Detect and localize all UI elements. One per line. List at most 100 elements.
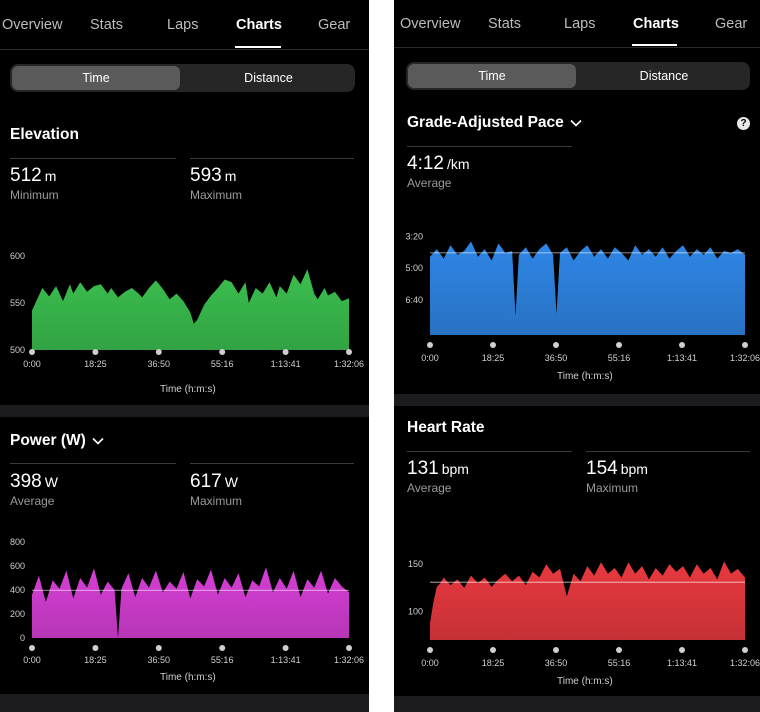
power-x-tick-label: 36:50	[148, 655, 171, 665]
stat-divider	[10, 463, 176, 464]
distance-segment-button[interactable]: Distance	[244, 71, 293, 85]
grade-adjusted-pace-y-tick-label: 5:00	[405, 263, 423, 273]
active-tab-indicator	[235, 46, 281, 48]
heart-average-unit: bpm	[441, 461, 469, 477]
elevation-chart[interactable]: 500 550 600 0:00 18:25 36:50 55:16 1:13:41 1:32:…	[0, 250, 369, 375]
elevation-max-label: Maximum	[190, 188, 243, 202]
power-x-axis-title: Time (h:m:s)	[160, 672, 216, 683]
grade-adjusted-pace-x-tick-dot	[742, 342, 748, 348]
elevation-area	[32, 269, 349, 350]
heart-average-label: Average	[407, 481, 452, 495]
grade-adjusted-pace-x-tick-label: 0:00	[421, 353, 439, 363]
elevation-x-tick-label: 0:00	[23, 359, 41, 369]
heart-rate-x-tick-label: 0:00	[421, 658, 439, 668]
elevation-title-text: Elevation	[10, 126, 79, 143]
power-x-tick-label: 1:13:41	[271, 655, 301, 665]
heart-x-axis-title: Time (h:m:s)	[557, 676, 613, 687]
section-separator	[394, 696, 760, 712]
time-segment-button[interactable]: Time	[12, 66, 180, 90]
power-x-tick-dot	[29, 645, 35, 651]
pace-chart[interactable]: 3:20 5:00 6:40 0:00 18:25 36:50 55:16 1:13:41 1:…	[394, 225, 760, 365]
heart-rate-x-tick-label: 1:13:41	[667, 658, 697, 668]
heart-rate-x-tick-label: 36:50	[545, 658, 568, 668]
power-x-tick-dot	[155, 645, 162, 651]
tab-gear[interactable]: Gear	[318, 17, 351, 33]
right-screen: Overview Stats Laps Charts Gear Time Dis…	[394, 0, 760, 712]
tab-stats[interactable]: Stats	[488, 16, 522, 32]
pace-average-value: 4:12/km	[407, 153, 470, 175]
heart-average-number: 131	[407, 458, 439, 479]
elevation-min-value: 512 m	[10, 165, 56, 187]
grade-adjusted-pace-y-tick-label: 6:40	[405, 295, 423, 305]
power-x-tick-dot	[219, 645, 226, 651]
question-circle-icon[interactable]: ?	[737, 117, 750, 130]
heart-average-value: 131 bpm	[407, 458, 469, 480]
power-average-value: 398 W	[10, 471, 58, 493]
power-max-unit: W	[224, 474, 238, 490]
tab-gear[interactable]: Gear	[715, 16, 748, 32]
grade-adjusted-pace-area	[430, 241, 745, 335]
heart-max-label: Maximum	[586, 481, 639, 495]
grade-adjusted-pace-x-tick-label: 55:16	[608, 353, 631, 363]
power-area	[32, 567, 349, 638]
tab-bar: Overview Stats Laps Charts Gear	[0, 0, 369, 50]
tab-stats[interactable]: Stats	[90, 17, 124, 33]
tab-overview[interactable]: Overview	[400, 16, 461, 32]
elevation-min-label: Minimum	[10, 188, 59, 202]
power-title[interactable]: Power (W)	[10, 432, 104, 450]
power-y-tick-label: 800	[10, 537, 25, 547]
section-separator	[0, 694, 369, 712]
tab-charts[interactable]: Charts	[236, 17, 282, 33]
elevation-x-tick-dot	[155, 349, 162, 355]
chevron-down-icon[interactable]	[92, 437, 104, 445]
power-x-tick-dot	[346, 645, 352, 651]
power-x-tick-label: 0:00	[23, 655, 41, 665]
power-average-unit: W	[44, 474, 58, 490]
chevron-down-icon[interactable]	[570, 119, 582, 127]
grade-adjusted-pace-x-tick-dot	[427, 342, 433, 348]
power-average-label: Average	[10, 494, 55, 508]
power-y-tick-label: 200	[10, 609, 25, 619]
gap-title-text: Grade-Adjusted Pace	[407, 114, 564, 131]
tab-laps[interactable]: Laps	[167, 17, 199, 33]
elevation-x-tick-label: 36:50	[148, 359, 171, 369]
heart-max-unit: bpm	[620, 461, 648, 477]
grade-adjusted-pace-x-tick-dot	[616, 342, 622, 348]
power-chart[interactable]: 0 200 400 600 800 0:00 18:25 36:50 55:16 1:13:41 1…	[0, 530, 369, 670]
tab-bar: Overview Stats Laps Charts Gear	[394, 0, 760, 48]
heart-max-value: 154 bpm	[586, 458, 648, 480]
elevation-max-number: 593	[190, 165, 222, 186]
elevation-x-axis-title: Time (h:m:s)	[160, 384, 216, 395]
stat-divider	[407, 146, 572, 147]
time-segment-button[interactable]: Time	[408, 64, 576, 88]
elevation-x-tick-dot	[219, 349, 226, 355]
distance-segment-button[interactable]: Distance	[639, 69, 689, 83]
power-y-tick-label: 0	[20, 633, 25, 643]
heart-rate-x-tick-dot	[616, 647, 622, 653]
heart-rate-x-tick-dot	[553, 647, 559, 653]
heart-rate-x-tick-label: 18:25	[482, 658, 505, 668]
tab-overview[interactable]: Overview	[2, 17, 63, 33]
elevation-x-tick-label: 18:25	[84, 359, 107, 369]
grade-adjusted-pace-x-tick-dot	[553, 342, 559, 348]
power-max-label: Maximum	[190, 494, 243, 508]
pace-average-number: 4:12	[407, 153, 444, 174]
power-x-tick-label: 18:25	[84, 655, 107, 665]
heart-rate-x-tick-dot	[427, 647, 433, 653]
stat-divider	[586, 451, 750, 452]
heart-rate-x-tick-dot	[490, 647, 496, 653]
power-x-tick-dot	[282, 645, 289, 651]
stat-divider	[190, 158, 354, 159]
stat-divider	[407, 451, 572, 452]
heart-rate-chart[interactable]: 100 150 0:00 18:25 36:50 55:16 1:13:41 1:32:06	[394, 540, 760, 670]
gap-title[interactable]: Grade-Adjusted Pace	[407, 114, 582, 132]
elevation-min-unit: m	[44, 168, 57, 184]
tab-charts[interactable]: Charts	[633, 16, 679, 32]
heart-rate-y-tick-label: 150	[408, 559, 423, 569]
grade-adjusted-pace-x-tick-label: 18:25	[482, 353, 505, 363]
heart-rate-x-tick-dot	[742, 647, 748, 653]
grade-adjusted-pace-x-tick-dot	[679, 342, 685, 348]
tab-laps[interactable]: Laps	[564, 16, 596, 32]
section-separator	[394, 394, 760, 406]
active-tab-indicator	[632, 44, 677, 46]
